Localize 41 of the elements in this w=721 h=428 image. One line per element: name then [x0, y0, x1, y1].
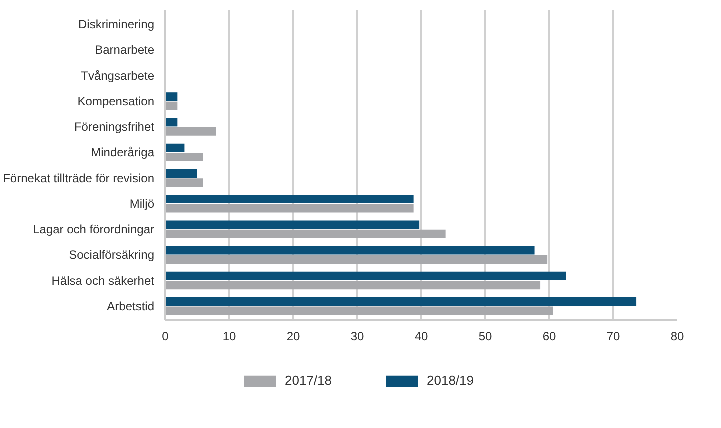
y-tick-label: Kompensation [78, 94, 154, 108]
y-tick-label: Arbetstid [107, 299, 155, 314]
y-tick-label: Tvångsarbete [81, 68, 155, 83]
bar [166, 178, 204, 188]
y-tick-label: Förnekat tillträde för revision [3, 171, 155, 186]
y-tick-label: Socialförsäkring [69, 248, 155, 262]
y-tick-label: Barnarbete [95, 43, 155, 58]
x-tick-label: 20 [286, 330, 300, 344]
bar [166, 256, 548, 264]
bar [166, 220, 420, 230]
bar [166, 169, 198, 178]
y-tick-label: Föreningsfrihet [74, 120, 156, 134]
bar [166, 195, 414, 204]
x-tick-label: 80 [670, 330, 684, 344]
bar [166, 281, 541, 290]
y-tick-label: Diskriminering [78, 18, 154, 32]
y-tick-label: Miljö [130, 196, 155, 211]
x-tick-label: 30 [350, 330, 364, 344]
bar [166, 246, 535, 255]
bar [166, 92, 178, 102]
y-tick-label: Minderåriga [91, 146, 155, 160]
y-tick-label: Lagar och förordningar [33, 222, 155, 237]
x-tick-label: 50 [478, 330, 492, 344]
bar [166, 127, 216, 136]
x-tick-label: 40 [414, 330, 428, 344]
bar [166, 118, 178, 127]
x-tick-label: 60 [542, 330, 556, 344]
x-tick-label: 10 [222, 330, 236, 344]
bar [166, 298, 637, 306]
bar [166, 272, 566, 280]
bar [166, 144, 185, 152]
bar [166, 306, 554, 316]
bar [166, 153, 204, 162]
x-tick-label: 70 [606, 330, 620, 344]
bar [166, 102, 178, 110]
legend-label: 2017/18 [285, 373, 332, 388]
x-tick-label: 0 [162, 330, 170, 344]
y-tick-label: Hälsa och säkerhet [52, 274, 156, 288]
legend-label: 2018/19 [427, 373, 474, 388]
bar [166, 204, 414, 213]
bar [166, 230, 446, 238]
